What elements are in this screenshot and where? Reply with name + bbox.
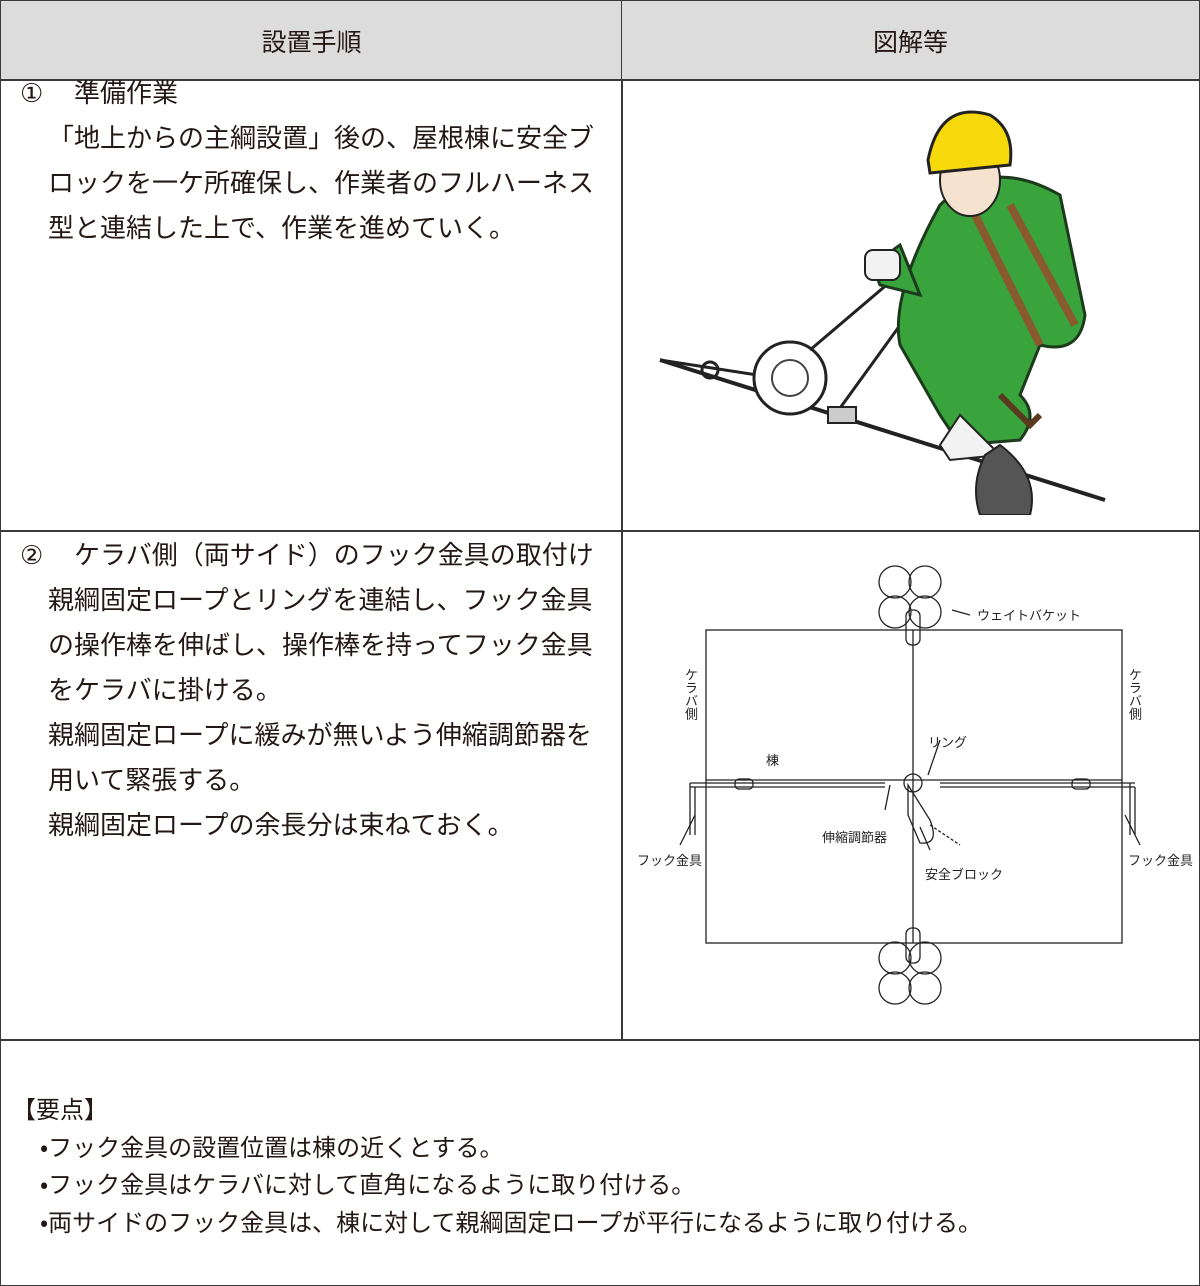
diagram-label: 棟 [766, 754, 780, 769]
header-text: 図解等 [872, 27, 948, 57]
step-line: 「地上からの主綱設置」後の、屋根棟に安全ブ [48, 124, 595, 154]
header-text: 設置手順 [261, 27, 362, 57]
notes-heading: 【要点】 [12, 1096, 108, 1124]
diagram-label: ウェイトバケット [977, 609, 1082, 624]
notes-item: ・フック金具の設置位置は棟の近くとする。 [40, 1134, 504, 1162]
roof-diagram [679, 565, 1141, 1005]
header-cell: 設置手順 [0, 0, 623, 81]
step-title: 準備作業 [74, 79, 179, 109]
step-title: ケラバ側（両サイド）のフック金具の取付け [74, 541, 594, 571]
header-cell: 図解等 [621, 0, 1200, 81]
cell [0, 530, 623, 1041]
notes-item: ・フック金具はケラバに対して直角になるように取り付ける。 [40, 1171, 696, 1199]
diagram-label: フック金具 [1128, 854, 1194, 869]
notes-item: ・両サイドのフック金具は、棟に対して親綱固定ロープが平行になるように取り付ける。 [40, 1209, 982, 1237]
step-line: 親綱固定ロープに緩みが無いよう伸縮調節器を [48, 721, 592, 751]
diagram-label: ケラバ側 [1126, 668, 1141, 720]
step-line: をケラバに掛ける。 [48, 676, 282, 706]
step-number: ① [20, 79, 44, 109]
diagram-label: リング [928, 736, 968, 751]
cell [0, 79, 623, 532]
step-line: ロックを一ケ所確保し、作業者のフルハーネス [48, 169, 595, 199]
step-line: 親綱固定ロープとリングを連結し、フック金具 [48, 586, 593, 616]
worker-illustration [659, 110, 1106, 515]
diagram-label: 伸縮調節器 [822, 831, 888, 846]
diagram-label: フック金具 [637, 854, 703, 869]
step-line: 用いて緊張する。 [48, 766, 256, 796]
step-line: 型と連結した上で、作業を進めていく。 [48, 214, 515, 244]
step-line: 親綱固定ロープの余長分は束ねておく。 [48, 811, 514, 841]
diagram-label: ケラバ側 [682, 668, 697, 720]
step-number: ② [20, 541, 44, 571]
step-line: の操作棒を伸ばし、操作棒を持ってフック金具 [48, 631, 593, 661]
diagram-label: 安全ブロック [925, 868, 1004, 883]
